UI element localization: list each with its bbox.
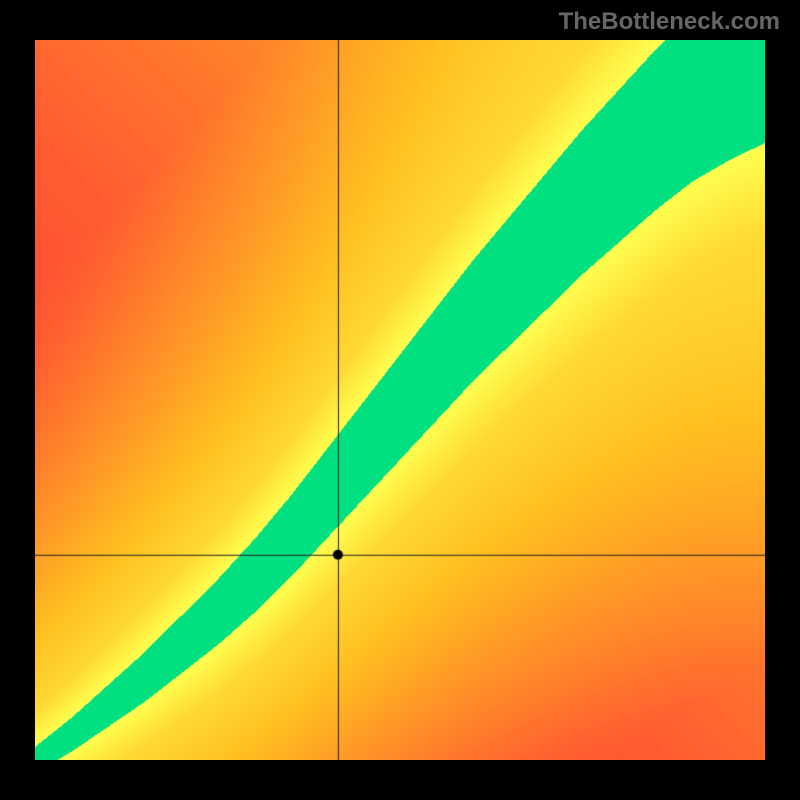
heatmap-canvas bbox=[35, 40, 765, 760]
watermark-text: TheBottleneck.com bbox=[559, 8, 780, 36]
heatmap-plot bbox=[35, 40, 765, 760]
chart-container: TheBottleneck.com bbox=[0, 0, 800, 800]
